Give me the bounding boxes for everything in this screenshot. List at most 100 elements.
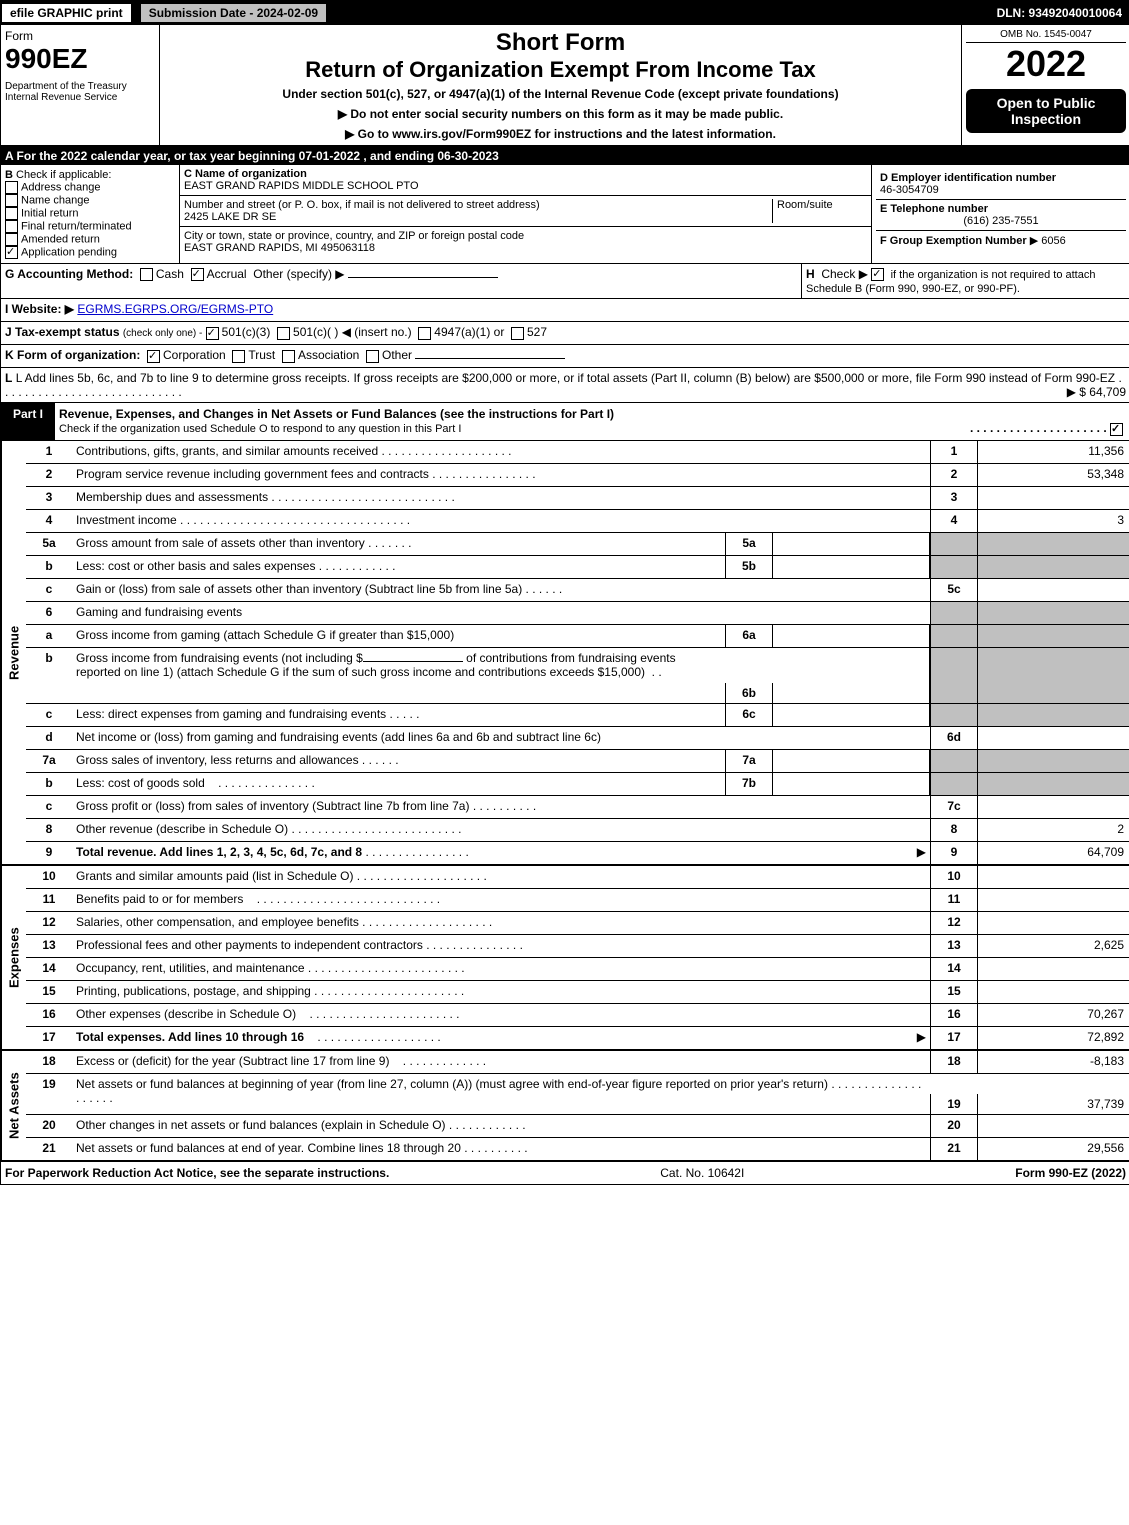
l5a-desc: Gross amount from sale of assets other t… (72, 533, 725, 555)
checkbox-accrual[interactable] (191, 268, 204, 281)
efile-label[interactable]: efile GRAPHIC print (1, 3, 132, 23)
opt-name-change: Name change (21, 194, 90, 206)
expenses-section: Expenses 10Grants and similar amounts pa… (1, 866, 1129, 1051)
c-city-cell: City or town, state or province, country… (180, 227, 871, 257)
l5a-val (977, 533, 1129, 555)
l7c-ref: 7c (930, 796, 977, 818)
l18-desc: Excess or (deficit) for the year (Subtra… (72, 1051, 930, 1073)
netassets-section: Net Assets 18Excess or (deficit) for the… (1, 1051, 1129, 1162)
j-527: 527 (527, 325, 547, 339)
d-cell: D Employer identification number 46-3054… (876, 169, 1126, 200)
l7a-sub: 7a (725, 750, 773, 772)
ssn-note: ▶ Do not enter social security numbers o… (164, 107, 957, 121)
j-text: (check only one) - (123, 328, 202, 339)
l17-val: 72,892 (977, 1027, 1129, 1049)
f-label: F Group Exemption Number (880, 235, 1027, 247)
checkbox-4947[interactable] (418, 327, 431, 340)
org-name: EAST GRAND RAPIDS MIDDLE SCHOOL PTO (184, 180, 419, 192)
l6c-val (977, 704, 1129, 726)
checkbox-501c[interactable] (277, 327, 290, 340)
l10-desc: Grants and similar amounts paid (list in… (72, 866, 930, 888)
l17-num: 17 (26, 1027, 72, 1049)
checkbox-other[interactable] (366, 350, 379, 363)
g-other-blank[interactable] (348, 277, 498, 278)
l4-num: 4 (26, 510, 72, 532)
line-i: I Website: ▶ EGRMS.EGRPS.ORG/EGRMS-PTO (1, 299, 1129, 322)
header: Form 990EZ Department of the Treasury In… (1, 25, 1129, 147)
revenue-label: Revenue (1, 441, 26, 864)
website-link[interactable]: EGRMS.EGRPS.ORG/EGRMS-PTO (77, 302, 273, 316)
l7b-desc: Less: cost of goods sold . . . . . . . .… (72, 773, 725, 795)
l20-num: 20 (26, 1115, 72, 1137)
h-label: H (806, 267, 815, 281)
checkbox-name-change[interactable] (5, 194, 18, 207)
line-g-h: G Accounting Method: Cash Accrual Other … (1, 264, 1129, 299)
l15-num: 15 (26, 981, 72, 1003)
l10-ref: 10 (930, 866, 977, 888)
l4-val: 3 (977, 510, 1129, 532)
header-right: OMB No. 1545-0047 2022 Open to Public In… (961, 25, 1129, 145)
open-public: Open to Public Inspection (966, 89, 1126, 133)
l5b-desc: Less: cost or other basis and sales expe… (72, 556, 725, 578)
l1-ref: 1 (930, 441, 977, 463)
checkbox-527[interactable] (511, 327, 524, 340)
checkbox-trust[interactable] (232, 350, 245, 363)
checkbox-h[interactable] (871, 268, 884, 281)
city-label: City or town, state or province, country… (184, 230, 524, 242)
checkbox-final-return[interactable] (5, 220, 18, 233)
l7a-val (977, 750, 1129, 772)
checkbox-address-change[interactable] (5, 181, 18, 194)
l6a-sub: 6a (725, 625, 773, 647)
opt-address-change: Address change (21, 181, 101, 193)
dln: DLN: 93492040010064 (997, 6, 1129, 20)
form-label: Form (5, 29, 155, 43)
l10-num: 10 (26, 866, 72, 888)
l8-ref: 8 (930, 819, 977, 841)
checkbox-initial-return[interactable] (5, 207, 18, 220)
checkbox-assoc[interactable] (282, 350, 295, 363)
g-other: Other (specify) ▶ (253, 267, 344, 281)
l21-num: 21 (26, 1138, 72, 1160)
k-other-blank[interactable] (415, 358, 565, 359)
l7c-num: c (26, 796, 72, 818)
l12-ref: 12 (930, 912, 977, 934)
return-title: Return of Organization Exempt From Incom… (164, 57, 957, 83)
line-h: H Check ▶ if the organization is not req… (801, 264, 1129, 298)
checkbox-scho[interactable] (1110, 423, 1123, 436)
revenue-section: Revenue 1Contributions, gifts, grants, a… (1, 441, 1129, 866)
checkbox-pending[interactable] (5, 246, 18, 259)
c-label: C Name of organization (184, 168, 307, 180)
l8-num: 8 (26, 819, 72, 841)
l7b-subval (773, 773, 930, 795)
opt-pending: Application pending (21, 246, 117, 258)
goto-text[interactable]: ▶ Go to www.irs.gov/Form990EZ for instru… (345, 127, 776, 141)
checkbox-501c3[interactable] (206, 327, 219, 340)
l6a-desc: Gross income from gaming (attach Schedul… (72, 625, 725, 647)
l6b-blank[interactable] (363, 661, 463, 662)
l11-val (977, 889, 1129, 911)
l6b-val (977, 648, 1129, 703)
l5b-num: b (26, 556, 72, 578)
checkbox-cash[interactable] (140, 268, 153, 281)
header-center: Short Form Return of Organization Exempt… (160, 25, 961, 145)
l14-val (977, 958, 1129, 980)
l13-ref: 13 (930, 935, 977, 957)
l20-desc: Other changes in net assets or fund bala… (72, 1115, 930, 1137)
checkbox-corp[interactable] (147, 350, 160, 363)
footer: For Paperwork Reduction Act Notice, see … (1, 1162, 1129, 1184)
i-label: I Website: ▶ (5, 302, 74, 316)
irs-label: Internal Revenue Service (5, 92, 155, 103)
l19-num: 19 (26, 1074, 72, 1114)
k-other: Other (382, 348, 412, 362)
k-trust: Trust (248, 348, 275, 362)
l7b-num: b (26, 773, 72, 795)
goto-note: ▶ Go to www.irs.gov/Form990EZ for instru… (164, 127, 957, 141)
top-bar: efile GRAPHIC print Submission Date - 20… (1, 1, 1129, 25)
part1-title-text: Revenue, Expenses, and Changes in Net As… (59, 407, 614, 421)
expenses-label: Expenses (1, 866, 26, 1049)
netassets-lines: 18Excess or (deficit) for the year (Subt… (26, 1051, 1129, 1160)
col-d: D Employer identification number 46-3054… (872, 165, 1129, 263)
l6d-desc: Net income or (loss) from gaming and fun… (72, 727, 930, 749)
opt-final-return: Final return/terminated (21, 220, 132, 232)
col-b: B Check if applicable: Address change Na… (1, 165, 180, 263)
